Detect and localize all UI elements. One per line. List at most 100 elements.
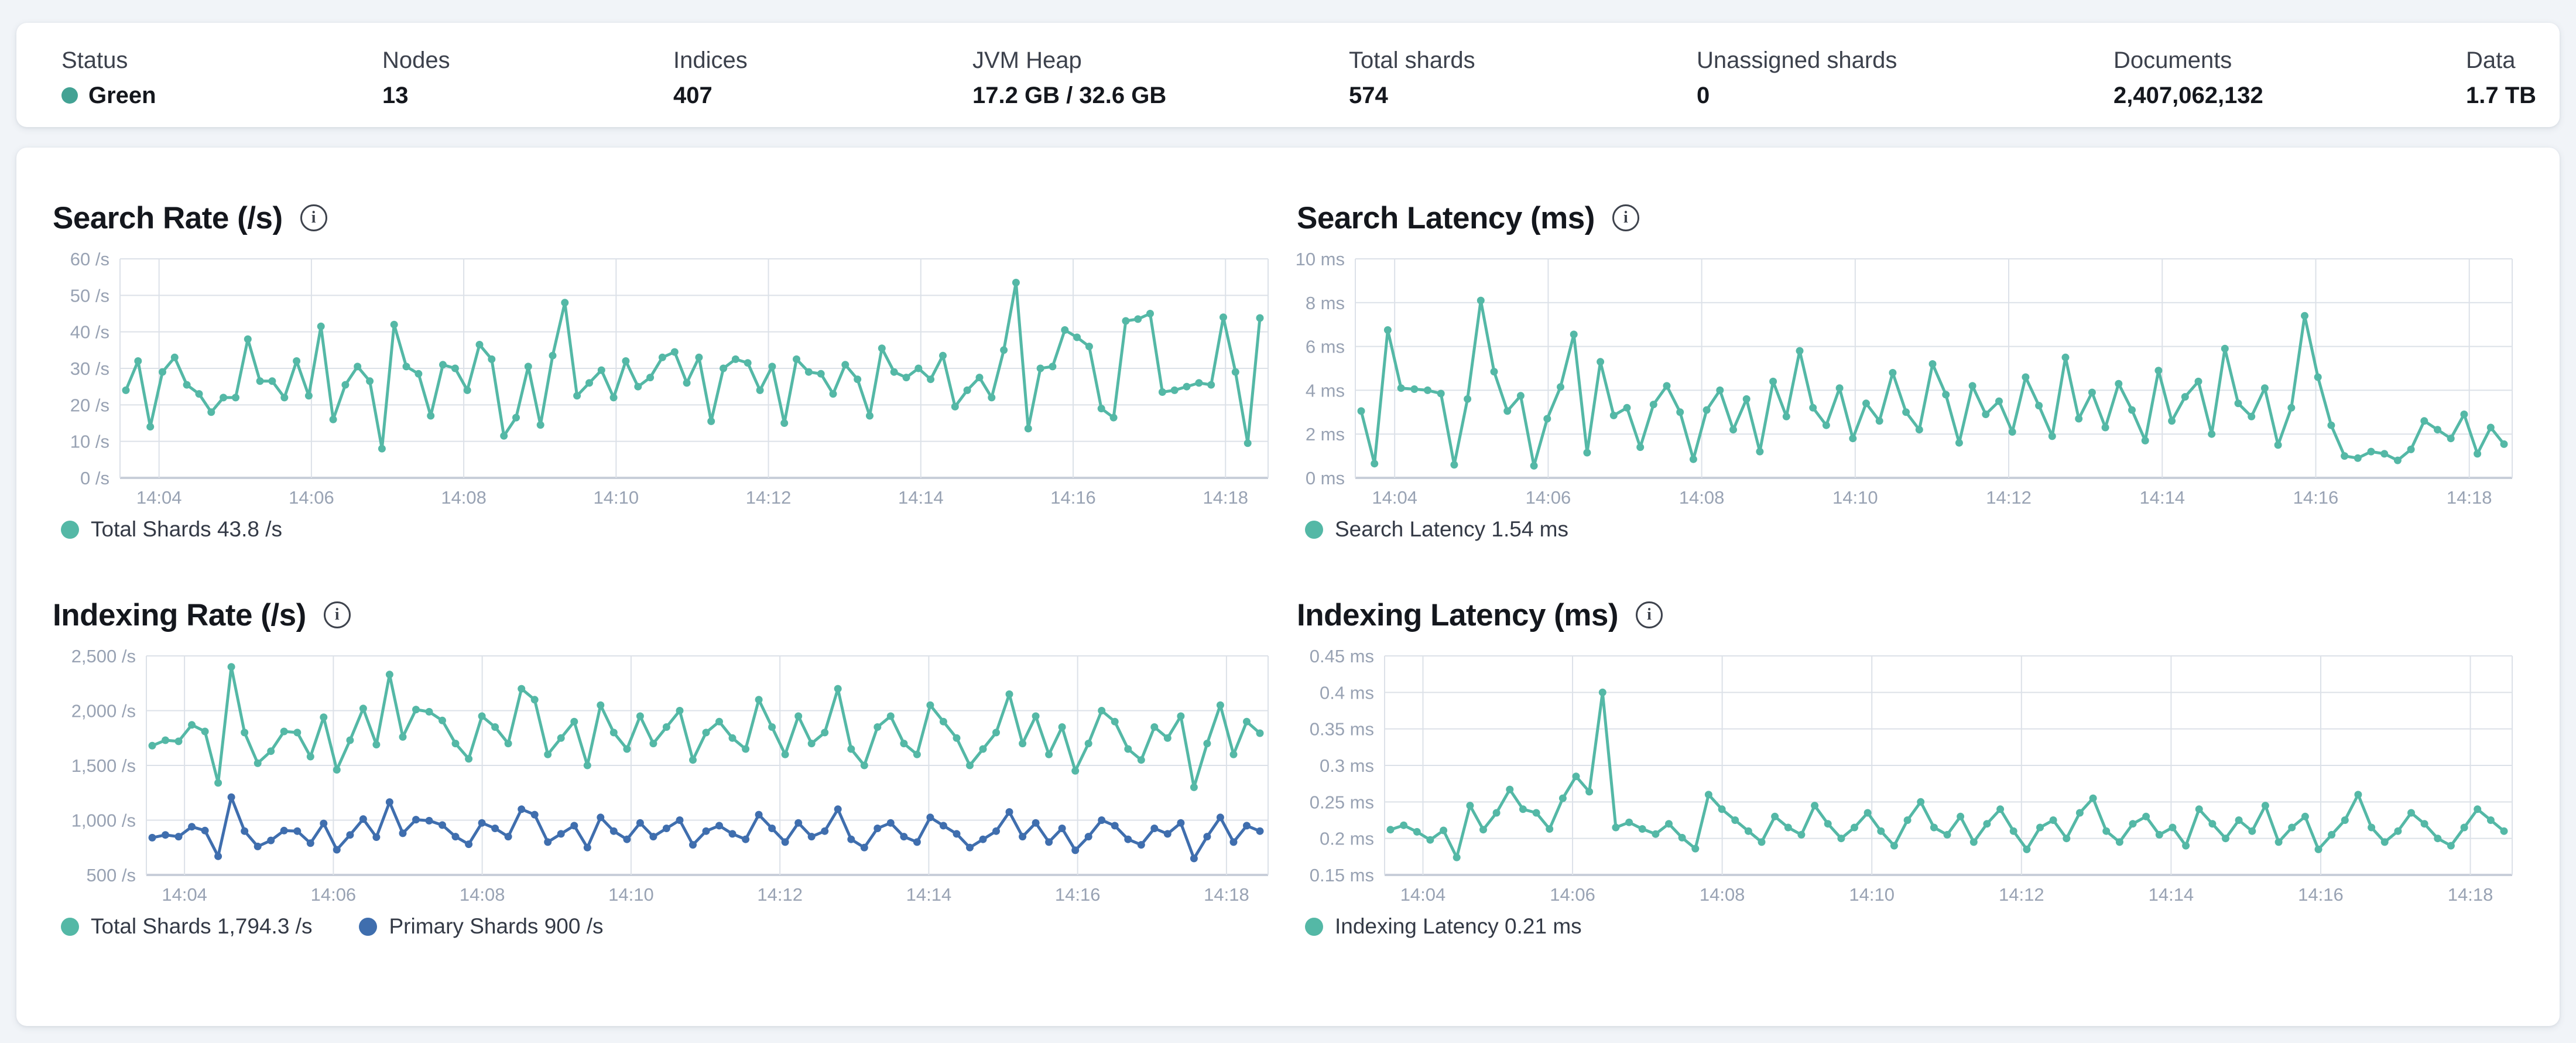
svg-text:14:08: 14:08 — [1700, 884, 1745, 904]
svg-text:14:16: 14:16 — [1055, 884, 1101, 904]
chart-search-latency: Search Latency (ms) i 0 ms 2 ms 4 ms 6 ms 8 … — [1297, 194, 2520, 545]
svg-text:2,000 /s: 2,000 /s — [71, 701, 136, 721]
svg-text:14:10: 14:10 — [608, 884, 654, 904]
svg-text:500 /s: 500 /s — [87, 865, 136, 885]
stat-total-shards: Total shards 574 — [1349, 47, 1475, 108]
svg-text:14:18: 14:18 — [1203, 487, 1248, 507]
svg-text:0 /s: 0 /s — [80, 468, 109, 488]
indexing-latency-chart[interactable]: 0.15 ms 0.2 ms 0.25 ms 0.3 ms 0.35 ms 0.4 ms 0… — [1297, 647, 2520, 904]
indexing-rate-chart[interactable]: 500 /s 1,000 /s 1,500 /s 2,000 /s 2,500 /s 14… — [53, 647, 1276, 904]
svg-text:1,000 /s: 1,000 /s — [71, 811, 136, 831]
svg-text:0.35 ms: 0.35 ms — [1310, 719, 1374, 740]
stat-value: 17.2 GB / 32.6 GB — [972, 83, 1167, 108]
svg-text:8 ms: 8 ms — [1306, 293, 1345, 313]
chart-title: Search Rate (/s) — [53, 200, 283, 235]
info-icon[interactable]: i — [323, 601, 351, 628]
svg-text:14:12: 14:12 — [757, 884, 803, 904]
svg-text:0 ms: 0 ms — [1306, 468, 1345, 488]
status-green-dot-icon — [61, 87, 78, 104]
svg-text:14:06: 14:06 — [289, 487, 334, 507]
svg-text:40 /s: 40 /s — [70, 322, 109, 343]
svg-text:1,500 /s: 1,500 /s — [71, 755, 136, 776]
svg-text:10 ms: 10 ms — [1297, 249, 1345, 269]
stat-jvm-heap: JVM Heap 17.2 GB / 32.6 GB — [972, 47, 1166, 108]
svg-text:14:10: 14:10 — [594, 487, 639, 507]
legend-item-total-shards[interactable]: Total Shards 43.8 /s — [61, 517, 282, 542]
chart-search-rate: Search Rate (/s) i 0 /s 10 /s 20 /s 30 /s 40… — [53, 194, 1276, 545]
stat-label: Data — [2466, 47, 2516, 73]
stat-label: Unassigned shards — [1697, 47, 1897, 73]
legend-label: Primary Shards 900 /s — [389, 914, 604, 938]
svg-text:14:04: 14:04 — [136, 487, 182, 507]
stat-value: Green — [88, 83, 156, 108]
svg-text:4 ms: 4 ms — [1306, 380, 1345, 401]
legend-item-indexing-latency[interactable]: Indexing Latency 0.21 ms — [1305, 914, 1582, 939]
svg-text:2 ms: 2 ms — [1306, 424, 1345, 444]
chart-title: Search Latency (ms) — [1297, 200, 1595, 235]
legend-label: Search Latency 1.54 ms — [1335, 517, 1568, 541]
svg-text:14:04: 14:04 — [1400, 884, 1446, 904]
svg-text:60 /s: 60 /s — [70, 249, 109, 269]
svg-text:0.4 ms: 0.4 ms — [1320, 682, 1374, 703]
svg-text:14:18: 14:18 — [2447, 487, 2492, 507]
svg-text:14:08: 14:08 — [460, 884, 505, 904]
stat-nodes: Nodes 13 — [382, 47, 450, 108]
stat-indices: Indices 407 — [673, 47, 748, 108]
stat-value: 407 — [673, 83, 712, 108]
legend-label: Indexing Latency 0.21 ms — [1335, 914, 1582, 938]
legend-item-search-latency[interactable]: Search Latency 1.54 ms — [1305, 517, 1568, 542]
stat-value: 2,407,062,132 — [2113, 83, 2263, 108]
svg-text:0.25 ms: 0.25 ms — [1310, 792, 1374, 812]
legend-label: Total Shards 1,794.3 /s — [91, 914, 313, 938]
stat-unassigned-shards: Unassigned shards 0 — [1697, 47, 1897, 108]
svg-text:14:14: 14:14 — [2149, 884, 2194, 904]
svg-text:14:12: 14:12 — [746, 487, 792, 507]
metrics-panel: Search Rate (/s) i 0 /s 10 /s 20 /s 30 /s 40… — [16, 148, 2560, 1026]
search-rate-chart[interactable]: 0 /s 10 /s 20 /s 30 /s 40 /s 50 /s 60 /s 14:04 1… — [53, 249, 1276, 507]
legend-dot-icon — [1305, 520, 1323, 539]
search-latency-chart[interactable]: 0 ms 2 ms 4 ms 6 ms 8 ms 10 ms 14:04 14:06 14:08… — [1297, 249, 2520, 507]
legend-dot-icon — [61, 917, 79, 936]
info-icon[interactable]: i — [1612, 204, 1639, 231]
stat-documents: Documents 2,407,062,132 — [2113, 47, 2263, 108]
svg-text:14:06: 14:06 — [1550, 884, 1595, 904]
svg-text:14:18: 14:18 — [2448, 884, 2493, 904]
svg-text:14:08: 14:08 — [1679, 487, 1725, 507]
chart-title: Indexing Rate (/s) — [53, 597, 306, 632]
svg-text:14:18: 14:18 — [1204, 884, 1249, 904]
cluster-summary-bar: Status Green Nodes 13 Indices 407 JVM He… — [16, 23, 2560, 127]
svg-text:14:10: 14:10 — [1832, 487, 1878, 507]
stat-value: 13 — [382, 83, 409, 108]
legend-item-primary-shards[interactable]: Primary Shards 900 /s — [359, 914, 604, 939]
svg-text:14:06: 14:06 — [1526, 487, 1571, 507]
svg-text:0.3 ms: 0.3 ms — [1320, 755, 1374, 776]
svg-text:30 /s: 30 /s — [70, 358, 109, 379]
legend-dot-icon — [61, 520, 79, 539]
legend-dot-icon — [1305, 917, 1323, 936]
stat-value: 0 — [1697, 83, 1710, 108]
stat-label: Documents — [2113, 47, 2232, 73]
chart-indexing-latency: Indexing Latency (ms) i 0.15 ms 0.2 ms 0.2… — [1297, 591, 2520, 942]
svg-text:0.15 ms: 0.15 ms — [1310, 865, 1374, 885]
info-icon[interactable]: i — [1636, 601, 1663, 628]
svg-text:14:10: 14:10 — [1849, 884, 1895, 904]
legend-item-total-shards[interactable]: Total Shards 1,794.3 /s — [61, 914, 312, 939]
chart-title: Indexing Latency (ms) — [1297, 597, 1619, 632]
svg-text:2,500 /s: 2,500 /s — [71, 647, 136, 666]
svg-text:14:14: 14:14 — [906, 884, 952, 904]
stat-label: Status — [61, 47, 128, 73]
stat-label: Indices — [673, 47, 748, 73]
svg-text:14:08: 14:08 — [441, 487, 487, 507]
stat-status: Status Green — [61, 47, 156, 108]
svg-text:14:16: 14:16 — [2298, 884, 2344, 904]
legend-dot-icon — [359, 917, 378, 936]
stat-data: Data 1.7 TB — [2466, 47, 2536, 108]
svg-text:14:16: 14:16 — [2293, 487, 2339, 507]
svg-text:0.45 ms: 0.45 ms — [1310, 647, 1374, 666]
svg-text:6 ms: 6 ms — [1306, 337, 1345, 357]
svg-text:14:16: 14:16 — [1050, 487, 1096, 507]
svg-text:14:12: 14:12 — [1986, 487, 2032, 507]
info-icon[interactable]: i — [300, 204, 327, 231]
stat-value: 1.7 TB — [2466, 83, 2537, 108]
svg-text:50 /s: 50 /s — [70, 285, 109, 306]
